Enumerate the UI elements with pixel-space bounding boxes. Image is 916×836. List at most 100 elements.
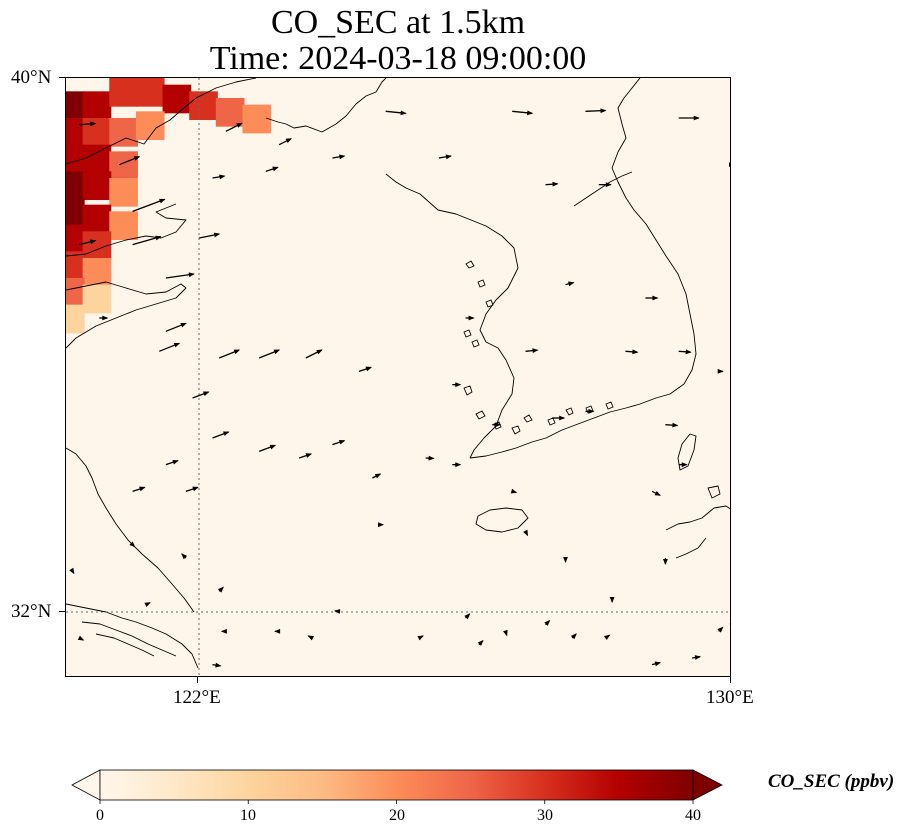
wind-arrow	[181, 553, 188, 560]
wind-arrow-head	[102, 315, 109, 321]
plume-cell	[66, 198, 85, 227]
wind-arrow-head	[215, 662, 222, 668]
wind-arrow-head	[609, 597, 615, 603]
wind-arrow	[438, 154, 452, 160]
wind-arrow-head	[139, 486, 146, 492]
wind-arrow-head	[181, 553, 188, 560]
plume-cell	[189, 91, 218, 120]
wind-arrow-head	[305, 453, 313, 458]
wind-arrow	[598, 182, 612, 188]
wind-arrow	[158, 342, 181, 352]
wind-arrow	[332, 154, 346, 160]
wind-arrow-head	[417, 635, 424, 641]
wind-arrow	[452, 382, 462, 388]
wind-arrow-head	[654, 490, 661, 496]
wind-arrow	[99, 315, 109, 321]
wind-arrow	[265, 166, 279, 172]
wind-arrow	[212, 662, 222, 668]
plume-cell	[82, 118, 112, 147]
map-panel	[65, 77, 731, 677]
wind-arrow	[563, 557, 568, 563]
wind-arrow	[651, 661, 662, 667]
wind-arrow-head	[570, 633, 577, 640]
wind-arrow-head	[495, 422, 502, 428]
wind-arrow-head	[285, 138, 293, 144]
wind-arrow	[512, 110, 534, 116]
plume-cell	[66, 171, 85, 200]
wind-arrow	[385, 110, 407, 116]
wind-arrow-head	[316, 349, 323, 355]
wind-arrow	[665, 422, 679, 428]
wind-arrow	[77, 635, 85, 641]
wind-arrow-head	[339, 154, 346, 160]
wind-arrow-head	[563, 557, 568, 563]
wind-arrow-shaft	[132, 198, 165, 212]
wind-arrow-head	[654, 661, 662, 667]
coastline-shandong	[66, 281, 187, 349]
wind-arrow	[332, 439, 346, 446]
coastline-kyushu	[665, 485, 730, 559]
wind-arrow-head	[213, 232, 221, 238]
plume-cell	[135, 78, 165, 107]
plume-cell	[109, 118, 138, 147]
plume-cell	[82, 144, 112, 174]
plume-cell	[66, 224, 85, 254]
wind-arrow-head	[663, 559, 668, 565]
wind-arrow	[678, 349, 692, 355]
wind-arrow-head	[428, 455, 435, 461]
wind-arrow-head	[568, 281, 575, 287]
wind-arrow-head	[729, 623, 730, 625]
wind-arrow	[225, 122, 243, 132]
wind-arrow-head	[77, 635, 85, 641]
lon-tick-130e	[730, 677, 731, 683]
wind-arrow-head	[632, 349, 639, 355]
colorbar-under-arrow	[71, 769, 101, 801]
wind-arrow-head	[455, 462, 462, 468]
wind-arrow	[220, 628, 227, 634]
colorbar-tick-40: 40	[685, 807, 701, 824]
lat-label-40n: 40°N	[11, 67, 52, 88]
wind-arrow-head	[400, 110, 407, 116]
plume-cell	[109, 151, 138, 180]
plume-cell	[162, 84, 192, 114]
wind-arrow-head	[233, 349, 241, 355]
wind-arrow	[452, 462, 462, 468]
wind-arrow	[132, 235, 162, 246]
wind-arrow	[165, 322, 187, 332]
wind-arrow-head	[192, 486, 199, 492]
wind-arrow-head	[588, 408, 595, 414]
coastline-yangtze	[66, 603, 199, 669]
coastline-korea-south	[469, 78, 697, 459]
wind-arrow-head	[222, 431, 230, 437]
wind-arrow	[729, 162, 730, 168]
lat-tick-32n	[59, 611, 65, 612]
wind-arrow-head	[219, 174, 226, 180]
wind-arrow-head	[173, 342, 181, 348]
wind-vectors	[69, 108, 730, 668]
wind-arrow	[144, 602, 151, 608]
wind-arrow	[585, 408, 595, 414]
wind-arrow	[212, 431, 230, 439]
wind-arrow-head	[272, 166, 279, 172]
colorbar-tick-0: 0	[96, 807, 104, 824]
wind-arrow	[585, 108, 607, 114]
wind-arrow	[523, 529, 529, 537]
wind-arrow	[545, 181, 559, 187]
plume-cell	[66, 278, 85, 307]
wind-arrow	[609, 597, 615, 603]
wind-arrow	[274, 628, 281, 634]
coastline-tsushima	[677, 433, 697, 471]
wind-arrow-head	[527, 110, 534, 116]
colorbar	[71, 769, 723, 804]
lat-label-32n: 32°N	[11, 601, 52, 622]
wind-arrow-head	[273, 349, 281, 355]
wind-arrow	[678, 462, 688, 468]
wind-arrow	[477, 639, 484, 646]
wind-arrow-head	[729, 162, 730, 168]
colorbar-tick-30: 30	[537, 807, 553, 824]
wind-arrow	[663, 558, 668, 565]
wind-arrow	[717, 626, 724, 633]
lon-label-122e: 122°E	[173, 687, 221, 708]
wind-arrow-head	[172, 459, 179, 465]
wind-arrow-head	[600, 108, 607, 114]
